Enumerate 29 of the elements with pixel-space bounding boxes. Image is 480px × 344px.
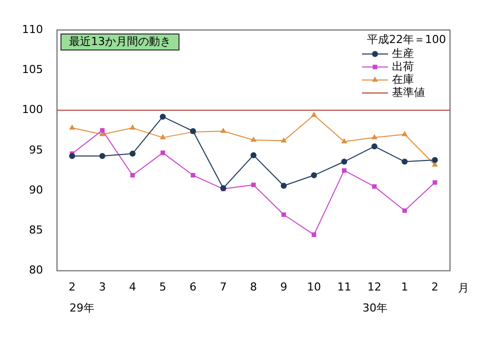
y-tick-label: 85 xyxy=(28,224,43,237)
x-tick-label: 1 xyxy=(401,280,408,294)
x-tick-label: 7 xyxy=(220,280,227,294)
x-tick-label: 9 xyxy=(280,280,288,294)
x-tick-label: 5 xyxy=(159,280,166,294)
x-tick-label: 3 xyxy=(98,280,106,294)
x-tick-label: 2 xyxy=(68,280,76,294)
y-tick-label: 95 xyxy=(28,143,43,156)
legend-label: 在庫 xyxy=(392,72,414,86)
text: 最近13か月間の動き xyxy=(68,34,171,48)
y-tick-label: 105 xyxy=(22,62,43,76)
x-tick-label: 11 xyxy=(337,280,352,294)
text: 29年 xyxy=(69,302,94,315)
x-tick-label: 6 xyxy=(190,280,197,294)
x-tick-label: 10 xyxy=(306,280,321,294)
legend-label: 出荷 xyxy=(392,60,414,73)
x-tick-label: 12 xyxy=(367,280,382,294)
legend-title: 平成22年＝100 xyxy=(367,32,446,46)
text: 30年 xyxy=(362,302,388,315)
x-tick-label: 4 xyxy=(129,280,136,294)
x-tick-label: 2 xyxy=(431,280,438,294)
y-tick-label: 80 xyxy=(28,264,43,277)
y-tick-label: 100 xyxy=(22,103,43,116)
y-tick-label: 110 xyxy=(22,22,43,36)
x-tick-label: 8 xyxy=(250,280,257,294)
x-axis-title: 月 xyxy=(458,282,469,295)
legend-label: 生産 xyxy=(392,46,414,60)
legend-label: 基準値 xyxy=(392,86,425,99)
y-tick-label: 90 xyxy=(28,183,43,196)
